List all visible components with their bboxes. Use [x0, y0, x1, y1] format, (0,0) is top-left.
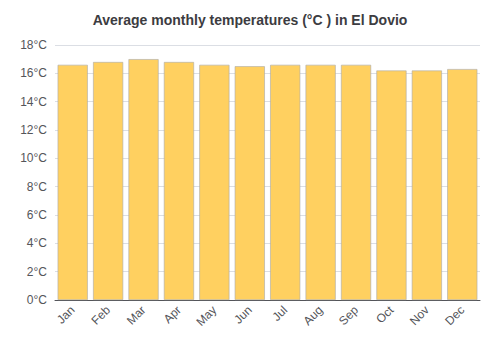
svg-text:6°C: 6°C — [27, 208, 47, 222]
svg-text:8°C: 8°C — [27, 180, 47, 194]
svg-text:Mar: Mar — [124, 303, 149, 327]
svg-text:Jan: Jan — [54, 303, 78, 327]
svg-text:Aug: Aug — [301, 303, 326, 328]
svg-text:Dec: Dec — [442, 303, 467, 328]
svg-text:Average monthly temperatures (: Average monthly temperatures (°C ) in El… — [93, 12, 408, 28]
svg-text:4°C: 4°C — [27, 236, 47, 250]
svg-text:18°C: 18°C — [20, 38, 47, 52]
svg-text:Oct: Oct — [373, 303, 397, 327]
svg-text:Nov: Nov — [407, 303, 432, 328]
svg-text:Jun: Jun — [231, 303, 255, 327]
svg-text:10°C: 10°C — [20, 151, 47, 165]
svg-text:Sep: Sep — [336, 303, 361, 328]
svg-text:0°C: 0°C — [27, 293, 47, 307]
svg-text:12°C: 12°C — [20, 123, 47, 137]
svg-text:16°C: 16°C — [20, 66, 47, 80]
svg-text:Jul: Jul — [269, 303, 290, 324]
svg-text:14°C: 14°C — [20, 95, 47, 109]
svg-text:Apr: Apr — [161, 303, 184, 326]
svg-text:May: May — [193, 303, 219, 329]
svg-text:Feb: Feb — [89, 303, 114, 328]
svg-text:2°C: 2°C — [27, 265, 47, 279]
